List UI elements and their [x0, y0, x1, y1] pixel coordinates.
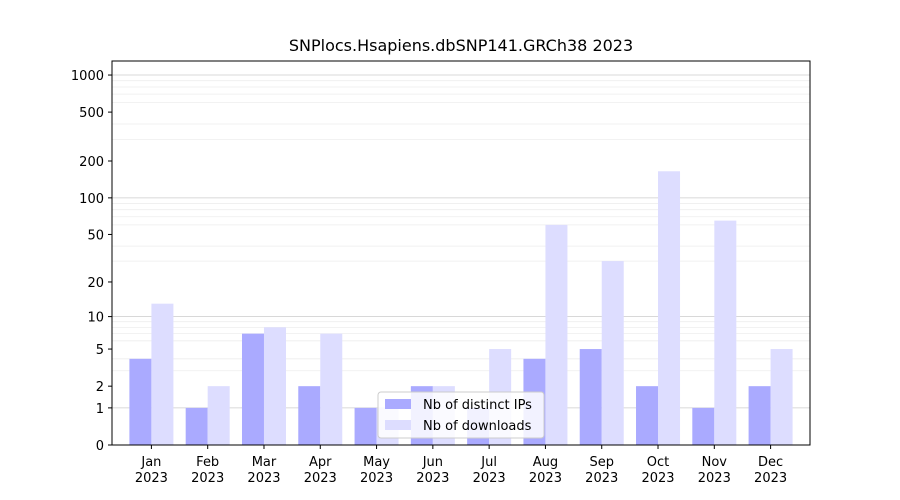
y-tick-label: 50 [87, 228, 104, 243]
x-tick-label-month: Dec [758, 455, 783, 470]
legend-swatch [385, 420, 411, 430]
bar-ips [241, 333, 264, 445]
bar-downloads [320, 333, 343, 445]
grid-lines [112, 74, 810, 409]
y-tick-label: 1000 [71, 69, 104, 84]
x-tick-label-year: 2023 [529, 471, 562, 486]
bar-ips [298, 386, 321, 445]
x-tick-label-year: 2023 [191, 471, 224, 486]
y-tick-label: 500 [79, 106, 104, 121]
y-tick-label: 20 [87, 276, 104, 291]
x-tick-label-month: Jan [140, 455, 161, 470]
x-tick-label-year: 2023 [754, 471, 787, 486]
bar-ips [579, 349, 602, 445]
bar-ips [354, 407, 377, 445]
x-tick-label-month: Nov [702, 455, 728, 470]
plot-frame [111, 60, 811, 446]
bar-ips [692, 407, 715, 445]
x-tick-label-year: 2023 [247, 471, 280, 486]
x-tick-label-month: Apr [309, 455, 332, 470]
y-tick-label: 2 [96, 380, 104, 395]
x-tick-label-year: 2023 [473, 471, 506, 486]
bar-downloads [151, 303, 174, 445]
x-tick-label-year: 2023 [416, 471, 449, 486]
x-tick-label-year: 2023 [585, 471, 618, 486]
y-tick-label: 10 [87, 311, 104, 326]
y-tick-label: 100 [79, 192, 104, 207]
bar-downloads [770, 349, 793, 445]
chart-title: SNPlocs.Hsapiens.dbSNP141.GRCh38 2023 [289, 36, 633, 55]
x-tick-label-year: 2023 [641, 471, 674, 486]
legend: Nb of distinct IPs Nb of downloads [377, 391, 545, 439]
x-tick-label-month: Oct [647, 455, 669, 470]
x-tick-label-month: Jun [422, 455, 443, 470]
y-axis: 0 1 2 5 10 20 50 100 200 500 1000 [71, 69, 112, 454]
bar-ips [748, 386, 771, 445]
x-tick-label-year: 2023 [698, 471, 731, 486]
bar-downloads [658, 171, 681, 445]
bar-downloads [207, 386, 230, 445]
bar-downloads [545, 224, 568, 445]
bar-downloads [263, 327, 286, 445]
y-tick-label: 1 [96, 402, 104, 417]
x-tick-label-month: Mar [252, 455, 277, 470]
x-tick-label-month: Aug [533, 455, 558, 470]
legend-swatch [385, 399, 411, 409]
x-tick-label-year: 2023 [135, 471, 168, 486]
x-tick-label-month: Jul [480, 455, 497, 470]
bar-ips [185, 407, 208, 445]
bar-ips [636, 386, 659, 445]
bar-downloads [714, 220, 737, 445]
x-tick-label-year: 2023 [360, 471, 393, 486]
y-tick-label: 0 [96, 439, 104, 454]
x-tick-label-month: May [363, 455, 390, 470]
legend-label: Nb of distinct IPs [423, 398, 532, 413]
y-tick-label: 200 [79, 155, 104, 170]
legend-label: Nb of downloads [423, 419, 532, 434]
bar-ips [129, 358, 152, 445]
x-axis: Jan2023Feb2023Mar2023Apr2023May2023Jun20… [135, 445, 787, 486]
x-tick-label-month: Feb [196, 455, 219, 470]
x-tick-label-month: Sep [589, 455, 614, 470]
bar-downloads [601, 261, 624, 445]
x-tick-label-year: 2023 [304, 471, 337, 486]
legend-box [377, 391, 545, 439]
y-tick-label: 5 [96, 343, 104, 358]
